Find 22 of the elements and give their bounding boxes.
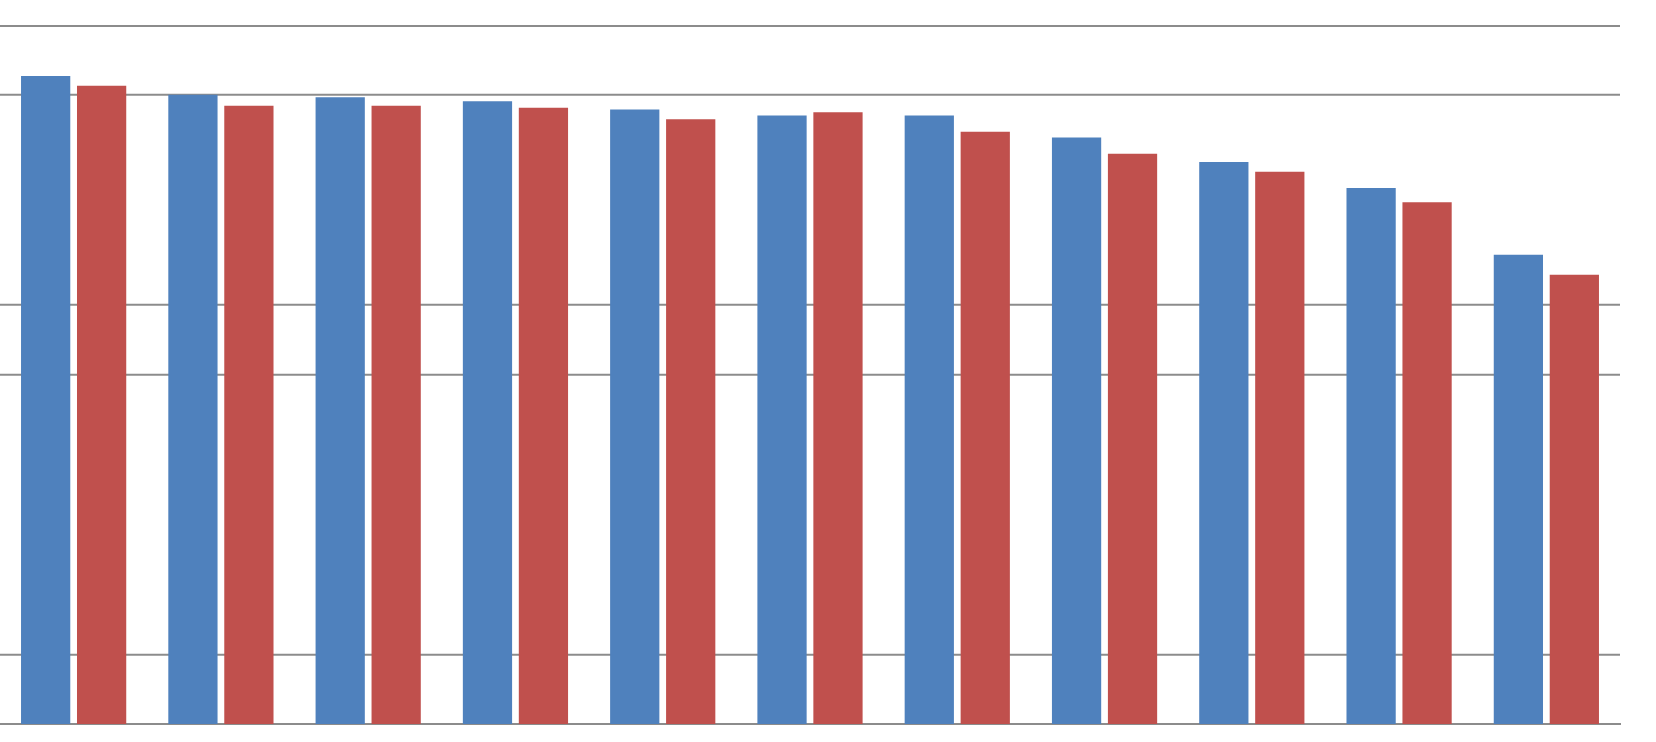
bar — [1199, 162, 1249, 724]
bar — [960, 131, 1010, 724]
bar — [21, 75, 71, 724]
bar — [1549, 274, 1599, 724]
bar — [1051, 137, 1102, 724]
bar — [1255, 171, 1305, 724]
bar — [904, 115, 954, 724]
bar — [666, 119, 716, 724]
bar — [224, 105, 274, 724]
bar — [1107, 153, 1158, 724]
bar — [315, 97, 365, 724]
bar — [462, 101, 513, 724]
bar — [76, 85, 127, 724]
bar — [518, 107, 569, 724]
bar — [1346, 188, 1396, 724]
bar — [1493, 254, 1544, 724]
bar — [757, 115, 807, 724]
bar — [813, 112, 863, 724]
bar — [610, 109, 660, 724]
bar — [1402, 202, 1452, 724]
bar — [371, 105, 421, 724]
bar — [168, 94, 218, 724]
